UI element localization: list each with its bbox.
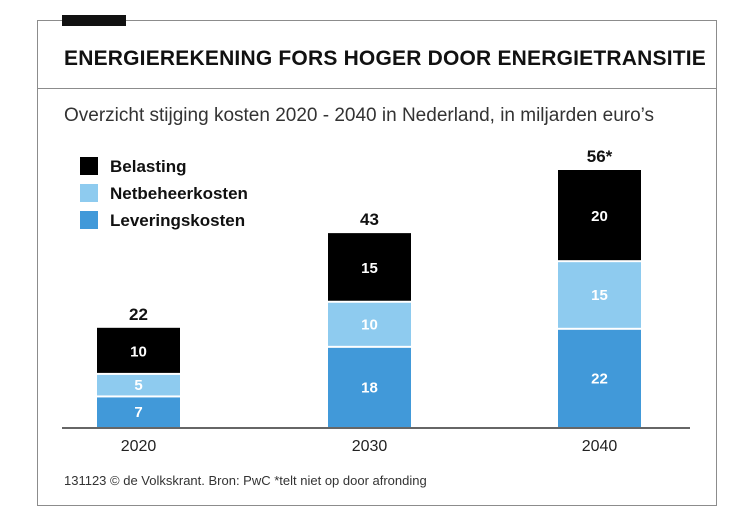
legend-swatch-leveringskosten bbox=[80, 211, 98, 229]
total-label-2040: 56* bbox=[587, 147, 613, 166]
chart-subtitle: Overzicht stijging kosten 2020 - 2040 in… bbox=[64, 105, 655, 126]
data-label-leveringskosten-2020: 7 bbox=[134, 404, 142, 421]
data-label-belasting-2030: 15 bbox=[361, 260, 378, 277]
legend-label-leveringskosten: Leveringskosten bbox=[110, 211, 245, 230]
bar-segment-leveringskosten-2030 bbox=[328, 347, 411, 427]
legend-swatch-netbeheerkosten bbox=[80, 184, 98, 202]
data-label-netbeheerkosten-2040: 15 bbox=[591, 287, 608, 304]
bar-segment-leveringskosten-2040 bbox=[558, 329, 641, 427]
bar-segment-netbeheerkosten-2020 bbox=[97, 374, 180, 396]
legend-label-netbeheerkosten: Netbeheerkosten bbox=[110, 184, 248, 203]
data-label-netbeheerkosten-2030: 10 bbox=[361, 316, 378, 333]
data-label-netbeheerkosten-2020: 5 bbox=[134, 377, 142, 394]
bar-segment-netbeheerkosten-2030 bbox=[328, 302, 411, 346]
x-tick-label-2020: 2020 bbox=[121, 438, 157, 455]
x-tick-label-2030: 2030 bbox=[352, 438, 388, 455]
bar-segment-belasting-2040 bbox=[558, 170, 641, 261]
data-label-leveringskosten-2040: 22 bbox=[591, 370, 608, 387]
data-label-belasting-2020: 10 bbox=[130, 343, 147, 360]
title-divider bbox=[38, 88, 716, 89]
total-label-2020: 22 bbox=[129, 305, 148, 324]
x-axis: 2020 2030 2040 bbox=[62, 427, 690, 455]
legend-swatch-belasting bbox=[80, 157, 98, 175]
bars: 7 5 10 22 18 10 15 43 22 15 20 56* bbox=[97, 147, 641, 427]
accent-bar bbox=[62, 15, 126, 26]
data-label-leveringskosten-2030: 18 bbox=[361, 379, 378, 396]
data-label-belasting-2040: 20 bbox=[591, 208, 608, 225]
chart-frame bbox=[37, 20, 717, 506]
bar-segment-belasting-2030 bbox=[328, 233, 411, 301]
x-tick-label-2040: 2040 bbox=[582, 438, 618, 455]
source-footnote: 131123 © de Volkskrant. Bron: PwC *telt … bbox=[64, 473, 427, 488]
bar-segment-belasting-2020 bbox=[97, 327, 180, 373]
legend-label-belasting: Belasting bbox=[110, 157, 187, 176]
bar-segment-netbeheerkosten-2040 bbox=[558, 262, 641, 328]
legend: Belasting Netbeheerkosten Leveringskosten bbox=[80, 157, 248, 230]
total-label-2030: 43 bbox=[360, 210, 379, 229]
chart-title: ENERGIEREKENING FORS HOGER DOOR ENERGIET… bbox=[64, 47, 706, 70]
bar-segment-leveringskosten-2020 bbox=[97, 397, 180, 427]
